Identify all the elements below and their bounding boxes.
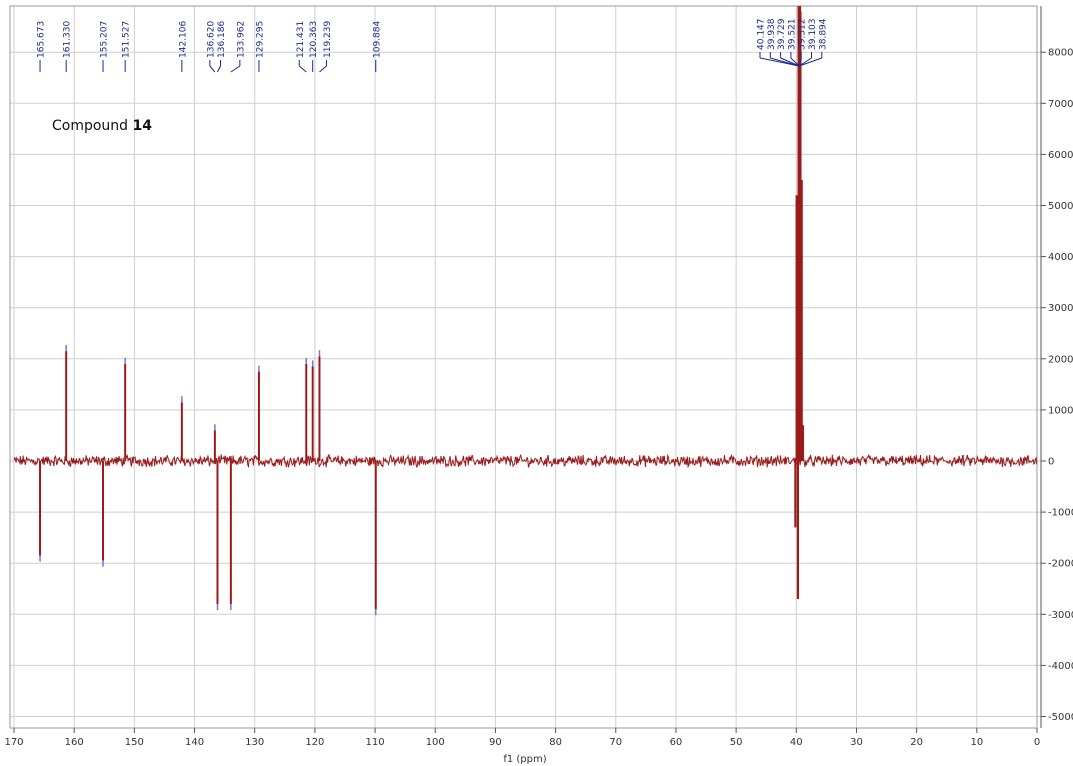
solvent-peak-label: 39.521 — [787, 19, 797, 51]
solvent-peak-label: 39.729 — [777, 18, 787, 50]
y-tick-label: 0 — [1048, 457, 1054, 468]
solvent-peak-leader-bend — [770, 57, 800, 67]
solvent-peak-label: 39.312 — [798, 19, 808, 51]
solvent-peak-label: 38.894 — [818, 18, 828, 50]
compound-label-prefix: Compound — [52, 118, 133, 134]
y-tick-label: 8000 — [1048, 48, 1073, 59]
x-tick-label: 170 — [4, 737, 23, 748]
solvent-peak-body — [797, 6, 802, 461]
peak-leader-bend — [319, 65, 327, 73]
x-tick-label: 100 — [426, 737, 445, 748]
y-axis: -5000 -4000 -3000 -2000 -1000 0 1000 2000 3000 40… — [1040, 6, 1073, 728]
x-tick-label: 80 — [549, 737, 562, 748]
y-tick-label: -2000 — [1048, 559, 1073, 570]
y-tick-label: -3000 — [1048, 610, 1073, 621]
spectrum-trace — [13, 6, 1038, 616]
peak-label: 155.207 — [100, 21, 110, 58]
y-tick-label: -5000 — [1048, 712, 1073, 723]
solvent-peak-leader-bend — [799, 57, 822, 67]
peak-label: 151.527 — [122, 21, 132, 58]
y-tick-label: 4000 — [1048, 252, 1073, 263]
x-tick-label: 120 — [305, 737, 324, 748]
peak-label: 119.239 — [323, 21, 333, 58]
peak-label: 165.673 — [37, 21, 47, 58]
plot-frame — [9, 5, 1038, 729]
peak-leader-bend — [230, 65, 241, 73]
x-tick-label: 20 — [910, 737, 923, 748]
peak-label: 129.295 — [255, 21, 265, 58]
solvent-peak-leader-bend — [798, 57, 802, 67]
x-tick-label: 50 — [730, 737, 743, 748]
x-tick-label: 40 — [790, 737, 803, 748]
peak-leader-bend — [209, 65, 216, 73]
solvent-peak-leader-bend — [798, 57, 812, 67]
peak-label: 120.363 — [309, 21, 319, 58]
solvent-peak-label: 39.103 — [808, 19, 818, 51]
x-axis-title: f1 (ppm) — [503, 754, 546, 765]
y-tick-label: 2000 — [1048, 354, 1073, 365]
x-tick-label: 160 — [65, 737, 84, 748]
y-tick-label: 6000 — [1048, 150, 1073, 161]
peak-labels: 165.673 161.330 155.207 151.527 142.106 136.6… — [37, 18, 828, 73]
peak-label: 142.106 — [178, 21, 188, 58]
peak-label: 133.962 — [236, 21, 246, 58]
y-tick-label: 5000 — [1048, 201, 1073, 212]
solvent-peak-leader-bend — [780, 57, 800, 67]
solvent-peak-label: 40.147 — [757, 19, 767, 51]
x-tick-label: 10 — [970, 737, 983, 748]
peak-label: 136.186 — [217, 21, 227, 58]
peak-label: 161.330 — [63, 21, 73, 58]
solvent-peak-label: 39.938 — [767, 18, 777, 50]
peak-leader-bend — [217, 65, 221, 73]
x-tick-label: 150 — [125, 737, 144, 748]
y-tick-label: -1000 — [1048, 508, 1073, 519]
peak-label: 136.620 — [206, 21, 216, 58]
compound-label-number: 14 — [133, 118, 153, 134]
x-tick-label: 30 — [850, 737, 863, 748]
y-tick-label: 7000 — [1048, 99, 1073, 110]
x-axis: 170 160 150 140 130 120 110 100 90 80 70 60 50 40 30 20… — [4, 728, 1040, 748]
y-tick-label: 1000 — [1048, 405, 1073, 416]
x-tick-label: 130 — [245, 737, 264, 748]
baseline-noise — [13, 453, 1038, 469]
peak-leader-bend — [298, 65, 307, 73]
peak-label: 109.884 — [372, 21, 382, 58]
peak-label: 121.431 — [296, 21, 306, 58]
x-tick-label: 140 — [185, 737, 204, 748]
y-tick-label: 3000 — [1048, 303, 1073, 314]
x-tick-label: 70 — [609, 737, 622, 748]
compound-label: Compound 14 — [52, 118, 152, 134]
x-tick-label: 60 — [670, 737, 683, 748]
y-tick-label: -4000 — [1048, 661, 1073, 672]
solvent-peak-leader-bend — [790, 57, 800, 67]
x-tick-label: 0 — [1034, 737, 1040, 748]
x-tick-label: 110 — [366, 737, 385, 748]
x-tick-label: 90 — [489, 737, 502, 748]
